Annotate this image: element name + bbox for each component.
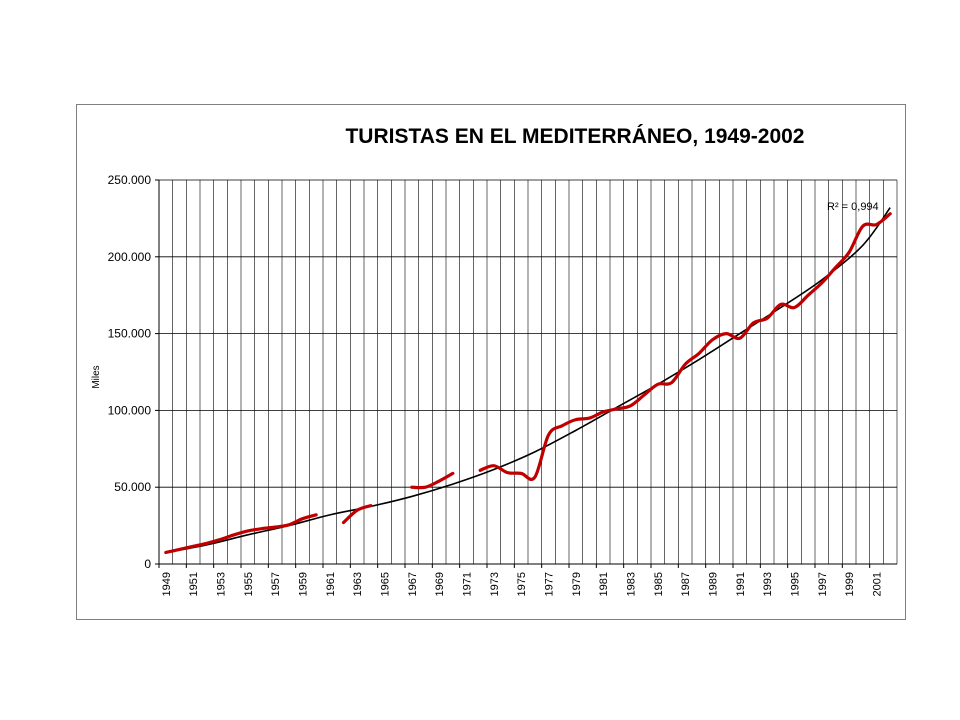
tourists-series-line [164, 513, 318, 555]
x-tick-label: 1973 [489, 572, 501, 596]
axis-layer: 0 50.000 100.000 150.000 200.000 250.000 1949 1… [108, 173, 897, 596]
x-tick-label: 1987 [680, 572, 692, 596]
series-layer [164, 212, 892, 555]
y-tick-label: 250.000 [108, 173, 152, 187]
x-tick-label: 1981 [598, 572, 610, 596]
x-tick-label: 1967 [407, 572, 419, 596]
chart-svg: TURISTAS EN EL MEDITERRÁNEO, 1949-2002 M… [91, 125, 898, 596]
x-tick-label: 1969 [434, 572, 446, 596]
x-tick-label: 1999 [844, 572, 856, 596]
x-tick-label: 1963 [352, 572, 364, 596]
x-tick-label: 1975 [516, 572, 528, 596]
x-tick-label: 1957 [270, 572, 282, 596]
r-squared-annotation: R² = 0,994 [827, 201, 879, 213]
x-tick-label: 1995 [790, 572, 802, 596]
x-tick-label: 1979 [571, 572, 583, 596]
grid-layer [158, 179, 898, 565]
x-tick-label: 1949 [161, 572, 173, 596]
chart-frame: TURISTAS EN EL MEDITERRÁNEO, 1949-2002 M… [76, 104, 906, 620]
x-tick-label: 1989 [708, 572, 720, 596]
x-tick-label: 1961 [325, 572, 337, 596]
tourists-series-line [410, 471, 455, 490]
y-axis-label: Miles [91, 365, 102, 388]
y-tick-label: 200.000 [108, 250, 152, 264]
x-tick-label: 1965 [380, 572, 392, 596]
x-tick-label: 2001 [872, 572, 884, 596]
x-tick-label: 1983 [626, 572, 638, 596]
x-tick-label: 1955 [243, 572, 255, 596]
x-tick-label: 1953 [216, 572, 228, 596]
x-tick-label: 1991 [735, 572, 747, 596]
chart-title: TURISTAS EN EL MEDITERRÁNEO, 1949-2002 [345, 125, 804, 148]
x-tick-label: 1959 [298, 572, 310, 596]
y-tick-label: 100.000 [108, 403, 152, 417]
x-tick-label: 1971 [462, 572, 474, 596]
tourists-series-line [341, 504, 373, 525]
y-tick-label: 150.000 [108, 327, 152, 341]
x-tick-label: 1993 [762, 572, 774, 596]
y-tick-label: 0 [144, 557, 151, 571]
x-tick-label: 1997 [817, 572, 829, 596]
x-tick-label: 1985 [653, 572, 665, 596]
tourists-series-line [478, 212, 892, 481]
x-tick-label: 1951 [188, 572, 200, 596]
x-tick-label: 1977 [544, 572, 556, 596]
y-tick-label: 50.000 [114, 480, 151, 494]
